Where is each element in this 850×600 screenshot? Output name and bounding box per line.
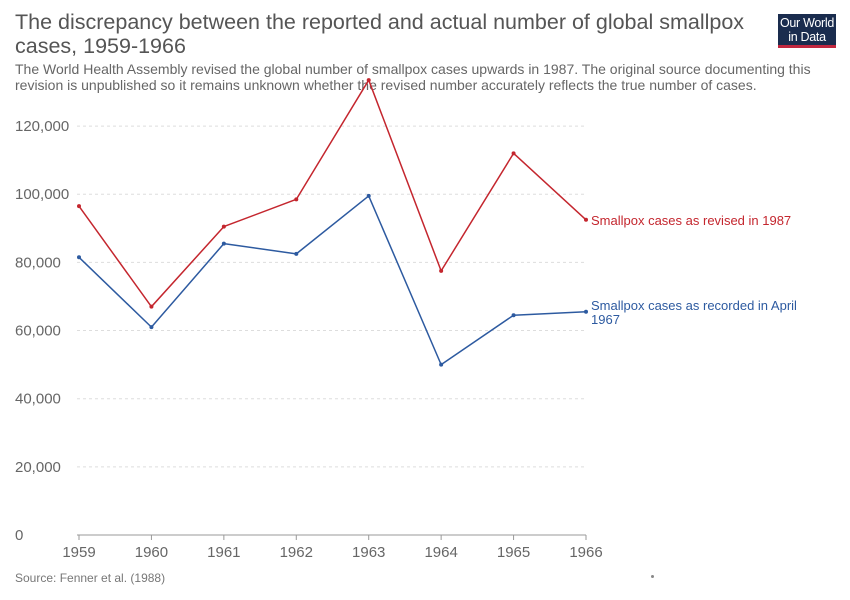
chart-title: The discrepancy between the reported and…	[15, 10, 745, 58]
data-point	[294, 197, 299, 202]
x-tick-label: 1965	[497, 544, 530, 561]
source-note: Source: Fenner et al. (1988)	[15, 571, 166, 585]
data-point	[149, 325, 154, 330]
x-tick-label: 1959	[62, 544, 95, 561]
series-lines	[77, 78, 588, 367]
data-point	[149, 304, 154, 309]
data-point	[221, 241, 226, 246]
data-point	[77, 255, 81, 260]
series-labels: Smallpox cases as revised in 1987 Smallpo…	[591, 213, 797, 327]
data-point	[221, 224, 226, 229]
logo-text-line1: Our World	[779, 16, 835, 30]
data-point	[366, 78, 371, 83]
y-tick-label: 80,000	[15, 254, 61, 271]
series-label: Smallpox cases as revised in 1987	[591, 213, 791, 228]
data-point	[366, 193, 371, 198]
y-tick-label: 0	[15, 527, 23, 544]
owid-logo-icon[interactable]: Our World in Data	[778, 14, 836, 48]
data-point	[439, 362, 444, 367]
y-axis-ticks: 0 20,000 40,000 60,000 80,000 100,000 120,000	[15, 118, 69, 544]
decorative-dot	[651, 575, 654, 578]
series-line	[78, 79, 587, 308]
data-point	[584, 309, 588, 314]
x-axis: 1959 1960 1961 1962 1963 1964 1965 1966	[62, 534, 603, 561]
y-tick-label: 40,000	[15, 391, 61, 408]
series-label: Smallpox cases as recorded in April	[591, 298, 797, 313]
data-point	[511, 313, 516, 318]
y-tick-label: 120,000	[15, 118, 69, 135]
x-tick-label: 1963	[352, 544, 385, 561]
x-tick-label: 1964	[424, 544, 457, 561]
logo-accent-bar	[778, 45, 836, 48]
data-point	[584, 217, 588, 222]
series-label: 1967	[591, 312, 620, 327]
chart-subtitle: The World Health Assembly revised the gl…	[15, 61, 811, 93]
x-tick-label: 1962	[280, 544, 313, 561]
gridlines	[77, 125, 586, 468]
data-point	[77, 204, 81, 209]
y-tick-label: 100,000	[15, 186, 69, 203]
data-point	[294, 251, 299, 256]
data-point	[439, 268, 444, 273]
series-line	[78, 195, 587, 366]
data-point	[511, 151, 516, 156]
x-tick-label: 1960	[135, 544, 168, 561]
x-tick-label: 1961	[207, 544, 240, 561]
logo-text-line2: in Data	[788, 30, 826, 44]
y-tick-label: 20,000	[15, 459, 61, 476]
y-tick-label: 60,000	[15, 323, 61, 340]
x-tick-label: 1966	[569, 544, 602, 561]
